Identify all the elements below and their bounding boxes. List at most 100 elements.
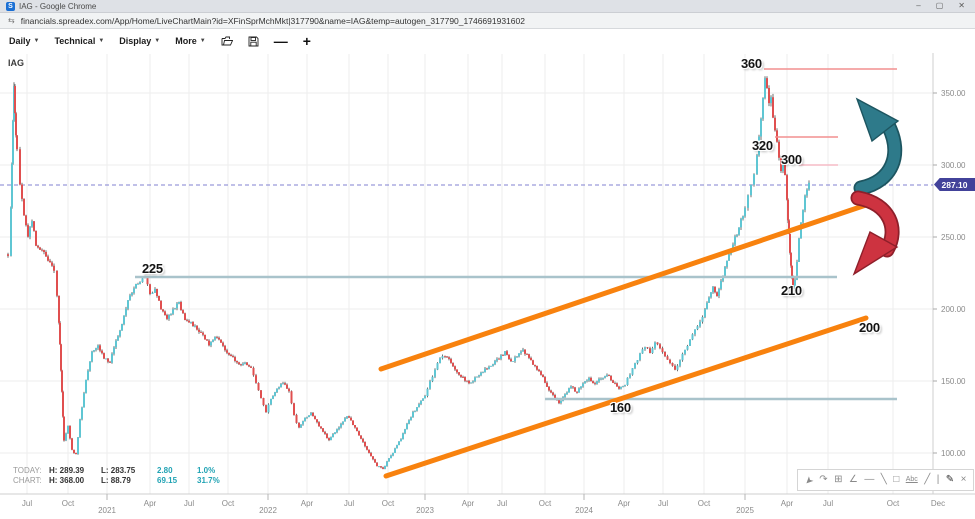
trend-channel-line-2 <box>383 315 869 479</box>
menu-more-label: More <box>175 36 197 46</box>
x-axis-label: Jul <box>343 499 355 508</box>
minimize-button[interactable]: – <box>916 1 921 10</box>
chart-change-pct: 31.7% <box>197 476 220 485</box>
chart-change: 69.15 <box>157 476 178 485</box>
y-axis-label: 300.00 <box>941 161 966 170</box>
menu-display[interactable]: Display ▼ <box>119 36 160 46</box>
url-bar[interactable]: ⇆ financials.spreadex.com/App/Home/LiveC… <box>0 13 975 29</box>
chart-low: L: 88.79 <box>101 476 131 485</box>
trend-channel-line-1 <box>378 202 869 372</box>
x-axis-label: Oct <box>538 499 552 508</box>
x-axis-label: 2025 <box>736 506 754 515</box>
x-axis-label: Jul <box>183 499 195 508</box>
price-mark-210: 210 <box>781 283 802 298</box>
today-stats-row: TODAY: H: 289.39 L: 283.75 2.80 1.0% <box>13 466 220 476</box>
chart-stats-row: CHART: H: 368.00 L: 88.79 69.15 31.7% <box>13 476 220 486</box>
x-axis-label: 2024 <box>575 506 593 515</box>
curved-arrow-tool-icon[interactable]: ↷ <box>819 474 828 485</box>
x-axis-label: Jul <box>21 499 33 508</box>
level-label-320: 320 <box>752 138 773 153</box>
rectangle-tool-icon[interactable]: □ <box>893 474 900 485</box>
chart-label: CHART: <box>13 476 42 485</box>
site-favicon: S <box>6 1 15 11</box>
menu-timeframe-label: Daily <box>9 36 31 46</box>
chart-high: H: 368.00 <box>49 476 85 485</box>
level-label-300: 300 <box>781 152 802 167</box>
text-tool-icon[interactable]: Abc <box>905 476 918 483</box>
x-axis-label: Apr <box>461 499 475 508</box>
trend-angle-tool-icon[interactable]: ∠ <box>848 474 858 485</box>
today-label: TODAY: <box>13 466 42 475</box>
open-folder-icon[interactable] <box>221 36 233 46</box>
menu-timeframe[interactable]: Daily ▼ <box>9 36 39 46</box>
y-axis-label: 250.00 <box>941 233 966 242</box>
zoom-in-button[interactable]: + <box>302 33 311 49</box>
x-axis-label: Dec <box>930 499 946 508</box>
url-text[interactable]: financials.spreadex.com/App/Home/LiveCha… <box>20 15 525 26</box>
x-axis-label: Oct <box>886 499 900 508</box>
up-arrow-icon <box>855 121 901 194</box>
price-mark-200: 200 <box>859 320 880 335</box>
close-tools-icon[interactable]: × <box>960 474 967 485</box>
chevron-down-icon: ▼ <box>33 38 40 44</box>
segment-tool-icon[interactable]: ╲ <box>880 474 887 485</box>
chart-area: IAG 287.10 TODAY: H: 289.39 L: 283.75 2.80 1… <box>0 52 975 519</box>
today-low: L: 283.75 <box>101 466 136 475</box>
zoom-out-button[interactable]: — <box>273 33 288 49</box>
up-arrowhead-icon <box>855 97 900 143</box>
y-axis-label: 150.00 <box>941 377 966 386</box>
level-label-160: 160 <box>610 400 631 415</box>
candle-wicks <box>7 76 810 470</box>
diagonal-line-tool-icon[interactable]: ╱ <box>924 474 931 485</box>
down-candles <box>7 78 794 469</box>
today-high: H: 289.39 <box>49 466 85 475</box>
y-axis-label: 200.00 <box>941 305 966 314</box>
menu-display-label: Display <box>119 36 152 46</box>
menu-more[interactable]: More ▼ <box>175 36 205 46</box>
x-axis-label: Apr <box>143 499 157 508</box>
x-axis-label: Oct <box>221 499 235 508</box>
drawing-toolbar: ➤ ↷ ⊞ ∠ — ╲ □ Abc ╱ | ✎ × <box>797 469 974 491</box>
menu-technical[interactable]: Technical ▼ <box>54 36 104 46</box>
x-axis-label: 2023 <box>416 506 434 515</box>
save-icon[interactable] <box>248 36 259 47</box>
x-axis-label: 2021 <box>98 506 116 515</box>
x-axis-label: Apr <box>300 499 314 508</box>
chevron-down-icon: ▼ <box>98 38 105 44</box>
price-stats: TODAY: H: 289.39 L: 283.75 2.80 1.0% CHART: H… <box>13 466 220 486</box>
y-axis-label: 100.00 <box>941 449 966 458</box>
x-axis-label: Apr <box>780 499 794 508</box>
x-axis-label: Oct <box>61 499 75 508</box>
menu-technical-label: Technical <box>54 36 96 46</box>
x-axis-label: Jul <box>657 499 669 508</box>
horizontal-line-tool-icon[interactable]: — <box>864 474 875 485</box>
x-axis-label: Oct <box>697 499 711 508</box>
divider-icon: | <box>936 474 940 485</box>
x-axis-label: 2022 <box>259 506 277 515</box>
title-bar: S IAG - Google Chrome – ▢ ✕ <box>0 0 975 13</box>
grid-tool-icon[interactable]: ⊞ <box>834 474 843 485</box>
maximize-button[interactable]: ▢ <box>935 1 944 10</box>
x-axis-label: Apr <box>617 499 631 508</box>
x-axis-label: Oct <box>381 499 395 508</box>
symbol-label: IAG <box>8 58 25 68</box>
level-label-225: 225 <box>142 261 163 276</box>
up-candles <box>10 78 810 469</box>
pencil-tool-icon[interactable]: ✎ <box>945 474 955 485</box>
level-label-360: 360 <box>741 56 762 71</box>
today-change-pct: 1.0% <box>197 466 216 475</box>
chevron-down-icon: ▼ <box>199 38 206 44</box>
page-icon: ⇆ <box>8 16 15 25</box>
y-axis-label: 350.00 <box>941 89 966 98</box>
current-price-badge: 287.10 <box>934 178 975 191</box>
x-axis-label: Jul <box>496 499 508 508</box>
pointer-tool-icon[interactable]: ➤ <box>802 473 816 488</box>
price-chart-canvas[interactable] <box>0 52 975 519</box>
window-title: IAG - Google Chrome <box>19 1 97 11</box>
chart-toolbar: Daily ▼ Technical ▼ Display ▼ More ▼ — + <box>0 29 975 54</box>
down-arrowhead-icon <box>852 230 899 276</box>
close-button[interactable]: ✕ <box>958 1 965 10</box>
today-change: 2.80 <box>157 466 173 475</box>
x-axis-label: Jul <box>822 499 834 508</box>
